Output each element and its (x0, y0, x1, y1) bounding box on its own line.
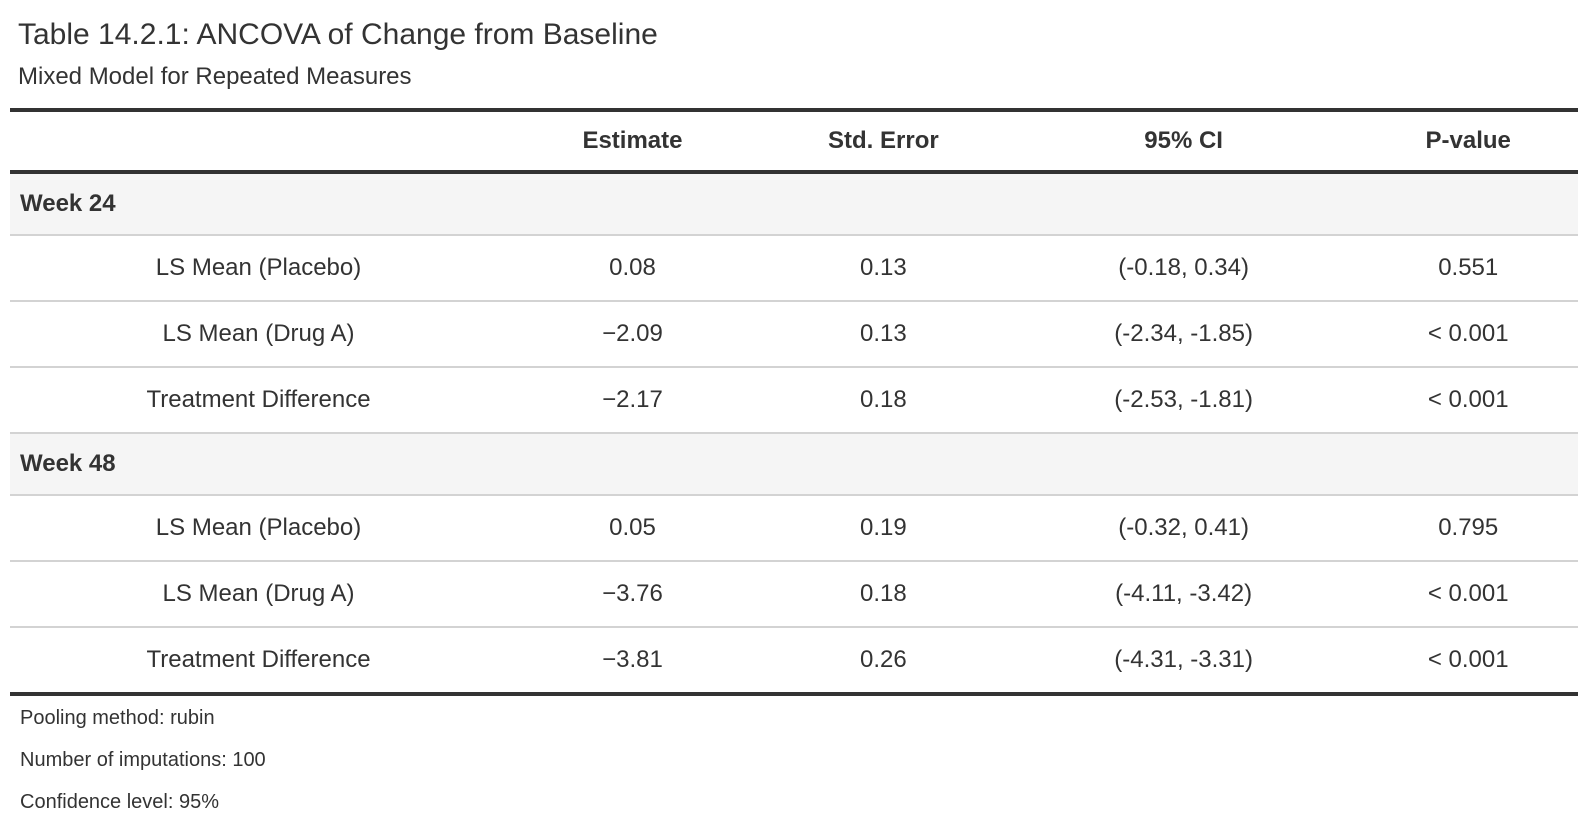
header-row: Estimate Std. Error 95% CI P-value (10, 110, 1578, 174)
cell-estimate: −3.81 (507, 627, 758, 695)
cell-estimate: 0.08 (507, 235, 758, 302)
column-header-p-value: P-value (1358, 110, 1578, 174)
page-title: Table 14.2.1: ANCOVA of Change from Base… (18, 18, 658, 51)
table-row: LS Mean (Placebo) 0.05 0.19 (-0.32, 0.41) 0.… (10, 495, 1578, 562)
row-label: LS Mean (Placebo) (10, 235, 508, 302)
cell-p-value: 0.551 (1358, 235, 1578, 302)
row-label: Treatment Difference (10, 627, 508, 695)
group-label: Week 24 (10, 171, 1578, 236)
cell-p-value: < 0.001 (1358, 627, 1578, 695)
cell-ci: (-4.31, -3.31) (1008, 627, 1359, 695)
table-row: LS Mean (Drug A) −3.76 0.18 (-4.11, -3.42) <… (10, 561, 1578, 628)
row-label: Treatment Difference (10, 367, 508, 434)
cell-estimate: −3.76 (507, 561, 758, 628)
cell-p-value: < 0.001 (1358, 301, 1578, 368)
group-label: Week 48 (10, 432, 1578, 496)
cell-ci: (-2.34, -1.85) (1008, 301, 1359, 368)
table-row: Treatment Difference −3.81 0.26 (-4.31, -3.… (10, 627, 1578, 695)
footnotes: Pooling method: rubin Number of imputatio… (10, 696, 1578, 816)
table-row: LS Mean (Placebo) 0.08 0.13 (-0.18, 0.34) 0.… (10, 235, 1578, 302)
cell-std-error: 0.13 (757, 301, 1009, 368)
cell-std-error: 0.13 (757, 235, 1009, 302)
results-table: Estimate Std. Error 95% CI P-value Week … (10, 108, 1578, 696)
cell-std-error: 0.18 (757, 561, 1009, 628)
table-header: Estimate Std. Error 95% CI P-value (10, 110, 1578, 174)
cell-estimate: 0.05 (507, 495, 758, 562)
cell-p-value: < 0.001 (1358, 367, 1578, 434)
column-header-estimate: Estimate (507, 110, 758, 174)
cell-ci: (-4.11, -3.42) (1008, 561, 1359, 628)
cell-estimate: −2.09 (507, 301, 758, 368)
group-row: Week 24 (10, 171, 1578, 236)
cell-estimate: −2.17 (507, 367, 758, 434)
cell-std-error: 0.26 (757, 627, 1009, 695)
row-label: LS Mean (Drug A) (10, 301, 508, 368)
table-body: Week 24 LS Mean (Placebo) 0.08 0.13 (-0.18, … (10, 171, 1578, 695)
table-row: Treatment Difference −2.17 0.18 (-2.53, -1.… (10, 367, 1578, 434)
table-heading: Table 14.2.1: ANCOVA of Change from Base… (10, 16, 1578, 92)
cell-std-error: 0.19 (757, 495, 1009, 562)
column-header-stub (10, 110, 508, 174)
page-subtitle: Mixed Model for Repeated Measures (18, 63, 412, 90)
footnote: Number of imputations: 100 (20, 749, 266, 771)
cell-p-value: < 0.001 (1358, 561, 1578, 628)
cell-ci: (-0.32, 0.41) (1008, 495, 1359, 562)
footnote: Pooling method: rubin (20, 707, 215, 729)
column-header-ci: 95% CI (1008, 110, 1359, 174)
cell-std-error: 0.18 (757, 367, 1009, 434)
cell-p-value: 0.795 (1358, 495, 1578, 562)
table-row: LS Mean (Drug A) −2.09 0.13 (-2.34, -1.85) <… (10, 301, 1578, 368)
row-label: LS Mean (Placebo) (10, 495, 508, 562)
column-header-std-error: Std. Error (757, 110, 1009, 174)
group-row: Week 48 (10, 432, 1578, 496)
cell-ci: (-0.18, 0.34) (1008, 235, 1359, 302)
row-label: LS Mean (Drug A) (10, 561, 508, 628)
cell-ci: (-2.53, -1.81) (1008, 367, 1359, 434)
footnote: Confidence level: 95% (20, 791, 220, 813)
report-page: Table 14.2.1: ANCOVA of Change from Base… (10, 16, 1578, 816)
